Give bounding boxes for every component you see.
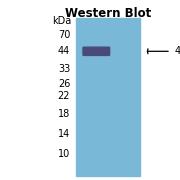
- Text: 26: 26: [58, 79, 70, 89]
- Text: 22: 22: [58, 91, 70, 101]
- Text: 18: 18: [58, 109, 70, 119]
- Text: 70: 70: [58, 30, 70, 40]
- Text: Western Blot: Western Blot: [65, 7, 151, 20]
- Text: 44: 44: [58, 46, 70, 56]
- FancyBboxPatch shape: [83, 47, 110, 55]
- Text: kDa: kDa: [52, 16, 71, 26]
- Text: 46kDa: 46kDa: [175, 46, 180, 56]
- Text: 10: 10: [58, 149, 70, 159]
- Text: 14: 14: [58, 129, 70, 139]
- Text: 33: 33: [58, 64, 70, 74]
- Bar: [76, 18, 140, 176]
